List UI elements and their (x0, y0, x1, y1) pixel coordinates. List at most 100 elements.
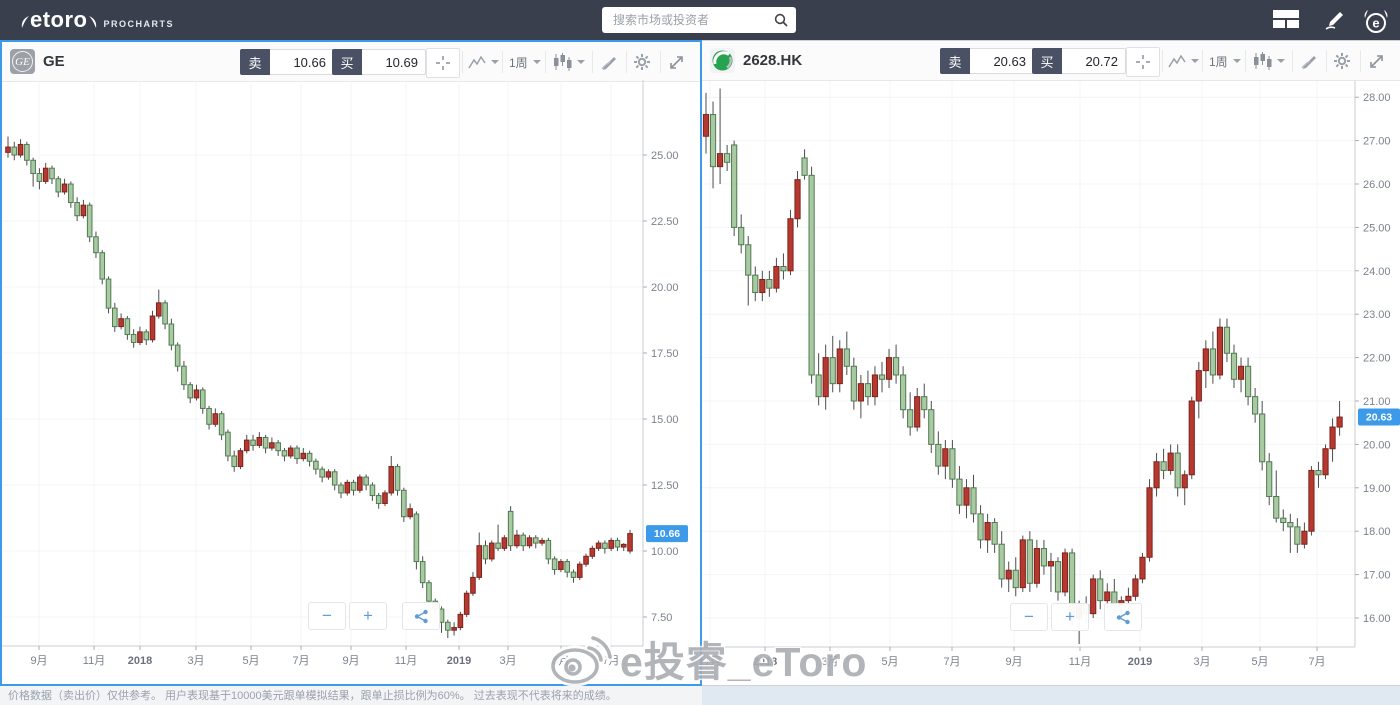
sell-label[interactable]: 卖 (940, 48, 970, 74)
sell-price[interactable]: 10.66 (270, 49, 334, 75)
panel-header: GE GE 卖 10.66 买 10.69 1周 (2, 42, 700, 82)
brand-sub: PROCHARTS (103, 19, 175, 29)
etoro-bull-icon[interactable]: e (1362, 8, 1390, 34)
sell-price[interactable]: 20.63 (970, 48, 1034, 74)
divider (660, 51, 661, 73)
instrument-symbol: 2628.HK (743, 52, 803, 69)
candle-style-icon (554, 53, 572, 71)
layout-grid-icon[interactable] (1272, 8, 1300, 30)
svg-text:24.00: 24.00 (1363, 266, 1391, 278)
chart-type-dropdown[interactable] (468, 48, 499, 76)
sell-label[interactable]: 卖 (240, 49, 270, 75)
sell-button[interactable]: 卖 10.66 (240, 49, 334, 75)
interval-label: 1周 (1209, 54, 1228, 69)
svg-text:22.50: 22.50 (651, 216, 679, 228)
svg-text:10.66: 10.66 (654, 528, 680, 540)
buy-label[interactable]: 买 (332, 49, 362, 75)
svg-text:9月: 9月 (342, 655, 359, 667)
expand-icon[interactable] (1368, 47, 1385, 75)
buy-price[interactable]: 20.72 (1062, 48, 1126, 74)
search-icon[interactable] (774, 13, 788, 27)
zoom-out-button[interactable]: − (308, 602, 346, 630)
instrument-symbol: GE (43, 53, 65, 70)
svg-text:5月: 5月 (1251, 656, 1268, 668)
zoom-in-button[interactable]: + (349, 602, 387, 630)
chart-type-dropdown[interactable] (1168, 47, 1199, 75)
svg-text:5月: 5月 (552, 655, 569, 667)
crosshair-icon[interactable] (1126, 47, 1160, 77)
svg-text:9月: 9月 (30, 655, 47, 667)
expand-icon[interactable] (668, 48, 685, 76)
divider (1202, 50, 1203, 72)
last-price-badge: 20.63 (1358, 408, 1400, 426)
candle-style-icon (1254, 52, 1272, 70)
indicators-icon[interactable] (1300, 47, 1318, 75)
search-input[interactable] (611, 12, 774, 28)
chart-panel-ge[interactable]: GE GE 卖 10.66 买 10.69 1周 (0, 40, 702, 686)
svg-text:5月: 5月 (881, 656, 898, 668)
sell-button[interactable]: 卖 20.63 (940, 48, 1034, 74)
svg-text:2018: 2018 (753, 656, 777, 668)
svg-text:25.00: 25.00 (651, 150, 679, 162)
svg-text:2018: 2018 (128, 655, 152, 667)
svg-text:22.00: 22.00 (1363, 353, 1391, 365)
svg-text:16.00: 16.00 (1363, 613, 1391, 625)
candle-style-dropdown[interactable] (1252, 47, 1285, 75)
share-button[interactable] (402, 602, 440, 630)
svg-text:2019: 2019 (1128, 656, 1152, 668)
zoom-out-button[interactable]: − (1010, 603, 1048, 631)
divider (545, 51, 546, 73)
svg-text:5月: 5月 (242, 655, 259, 667)
svg-text:10.00: 10.00 (651, 546, 679, 558)
svg-text:7月: 7月 (1308, 656, 1325, 668)
svg-text:11月: 11月 (395, 655, 417, 667)
svg-text:11月: 11月 (702, 656, 721, 668)
panel-header: 2628.HK 卖 20.63 买 20.72 1周 (702, 41, 1400, 81)
svg-text:19.00: 19.00 (1363, 483, 1391, 495)
buy-price[interactable]: 10.69 (362, 49, 426, 75)
settings-icon[interactable] (633, 48, 651, 76)
buy-button[interactable]: 买 20.72 (1032, 48, 1126, 74)
candlestick-chart-ge[interactable]: 25.00 22.50 20.00 17.50 15.00 12.50 10.00 7.50 9… (2, 80, 700, 680)
brand-name: etoro (30, 7, 88, 32)
chart-zoom-controls: − + (308, 602, 440, 630)
chevron-down-icon (577, 60, 585, 64)
svg-text:25.00: 25.00 (1363, 222, 1391, 234)
etoro-logo[interactable]: etoro PROCHARTS (20, 0, 174, 40)
candle-style-dropdown[interactable] (552, 48, 585, 76)
svg-text:26.00: 26.00 (1363, 179, 1391, 191)
svg-text:3月: 3月 (187, 655, 204, 667)
buy-button[interactable]: 买 10.69 (332, 49, 426, 75)
svg-text:21.00: 21.00 (1363, 396, 1391, 408)
chart-panel-2628hk[interactable]: 2628.HK 卖 20.63 买 20.72 1周 (702, 40, 1400, 686)
chevron-down-icon (1277, 59, 1285, 63)
chevron-down-icon (491, 60, 499, 64)
bull-horn-right-icon (88, 16, 96, 28)
candlestick-chart-2628hk[interactable]: 28.00 27.00 26.00 25.00 24.00 23.00 22.00 21.00… (702, 81, 1400, 681)
interval-label: 1周 (509, 55, 528, 70)
interval-dropdown[interactable]: 1周 (1209, 47, 1241, 75)
top-bar: etoro PROCHARTS e (0, 0, 1400, 40)
zoom-in-button[interactable]: + (1051, 603, 1089, 631)
divider (1162, 50, 1163, 72)
divider (1245, 50, 1246, 72)
svg-text:15.00: 15.00 (651, 414, 679, 426)
indicators-icon[interactable] (600, 48, 618, 76)
crosshair-icon[interactable] (426, 48, 460, 78)
svg-text:3月: 3月 (821, 656, 838, 668)
svg-text:9月: 9月 (1005, 656, 1022, 668)
buy-label[interactable]: 买 (1032, 48, 1062, 74)
chart-zoom-controls: − + (1010, 603, 1142, 631)
divider (502, 51, 503, 73)
share-button[interactable] (1104, 603, 1142, 631)
draw-icon[interactable] (1322, 8, 1346, 32)
divider (462, 51, 463, 73)
settings-icon[interactable] (1333, 47, 1351, 75)
search-box[interactable] (602, 7, 796, 33)
ge-instrument-logo: GE (10, 49, 35, 74)
divider (592, 51, 593, 73)
svg-text:17.50: 17.50 (651, 348, 679, 360)
svg-text:2019: 2019 (447, 655, 471, 667)
svg-text:11月: 11月 (1069, 656, 1091, 668)
interval-dropdown[interactable]: 1周 (509, 48, 541, 76)
